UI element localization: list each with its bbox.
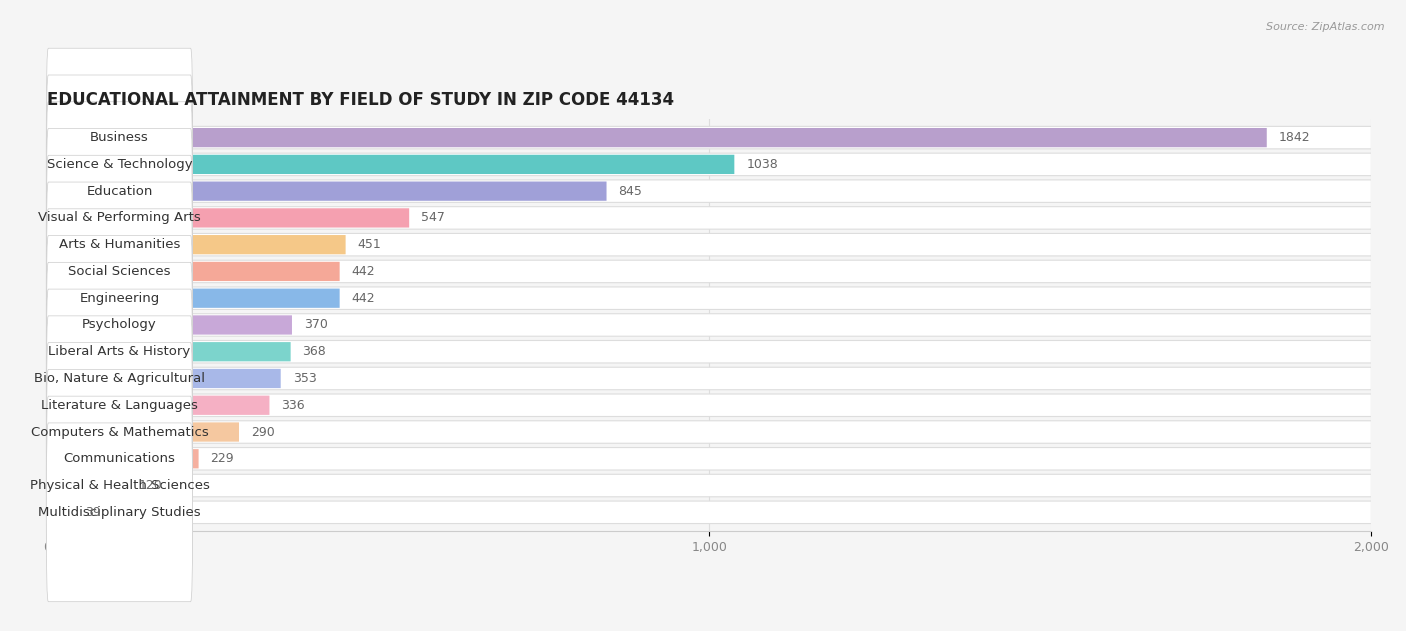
FancyBboxPatch shape — [46, 262, 340, 281]
Text: Business: Business — [90, 131, 149, 144]
FancyBboxPatch shape — [46, 394, 1371, 416]
FancyBboxPatch shape — [46, 207, 1371, 229]
FancyBboxPatch shape — [46, 75, 193, 254]
Text: 442: 442 — [352, 292, 375, 305]
FancyBboxPatch shape — [46, 128, 1267, 147]
FancyBboxPatch shape — [46, 423, 193, 602]
Text: Literature & Languages: Literature & Languages — [41, 399, 198, 412]
Text: Psychology: Psychology — [82, 319, 157, 331]
FancyBboxPatch shape — [46, 48, 193, 227]
Text: Science & Technology: Science & Technology — [46, 158, 193, 171]
FancyBboxPatch shape — [46, 369, 281, 388]
Text: 336: 336 — [281, 399, 305, 412]
Text: 370: 370 — [304, 319, 328, 331]
Text: 442: 442 — [352, 265, 375, 278]
FancyBboxPatch shape — [46, 314, 1371, 336]
Text: Engineering: Engineering — [79, 292, 160, 305]
FancyBboxPatch shape — [46, 262, 193, 441]
Text: 120: 120 — [138, 479, 162, 492]
FancyBboxPatch shape — [46, 449, 198, 468]
FancyBboxPatch shape — [46, 155, 193, 334]
Text: 368: 368 — [302, 345, 326, 358]
FancyBboxPatch shape — [46, 155, 734, 174]
Text: 39: 39 — [84, 506, 100, 519]
FancyBboxPatch shape — [46, 341, 1371, 363]
Text: Communications: Communications — [63, 452, 176, 465]
FancyBboxPatch shape — [46, 102, 193, 281]
Text: 290: 290 — [250, 425, 274, 439]
Text: Arts & Humanities: Arts & Humanities — [59, 238, 180, 251]
Text: Education: Education — [86, 185, 153, 198]
Text: 547: 547 — [422, 211, 444, 225]
FancyBboxPatch shape — [46, 129, 193, 307]
Text: 1842: 1842 — [1278, 131, 1310, 144]
FancyBboxPatch shape — [46, 233, 1371, 256]
Text: Physical & Health Sciences: Physical & Health Sciences — [30, 479, 209, 492]
FancyBboxPatch shape — [46, 209, 193, 387]
Text: 451: 451 — [357, 238, 381, 251]
FancyBboxPatch shape — [46, 182, 606, 201]
FancyBboxPatch shape — [46, 287, 1371, 309]
FancyBboxPatch shape — [46, 342, 291, 362]
Text: Source: ZipAtlas.com: Source: ZipAtlas.com — [1267, 22, 1385, 32]
FancyBboxPatch shape — [46, 396, 193, 575]
FancyBboxPatch shape — [46, 396, 270, 415]
FancyBboxPatch shape — [46, 316, 193, 495]
Text: Visual & Performing Arts: Visual & Performing Arts — [38, 211, 201, 225]
FancyBboxPatch shape — [46, 260, 1371, 283]
Text: Liberal Arts & History: Liberal Arts & History — [48, 345, 191, 358]
Text: 1038: 1038 — [747, 158, 778, 171]
FancyBboxPatch shape — [46, 153, 1371, 175]
Text: Bio, Nature & Agricultural: Bio, Nature & Agricultural — [34, 372, 205, 385]
FancyBboxPatch shape — [46, 289, 193, 468]
FancyBboxPatch shape — [46, 208, 409, 228]
FancyBboxPatch shape — [46, 316, 292, 334]
FancyBboxPatch shape — [46, 475, 1371, 497]
FancyBboxPatch shape — [46, 421, 1371, 443]
FancyBboxPatch shape — [46, 367, 1371, 390]
FancyBboxPatch shape — [46, 447, 1371, 470]
Text: EDUCATIONAL ATTAINMENT BY FIELD OF STUDY IN ZIP CODE 44134: EDUCATIONAL ATTAINMENT BY FIELD OF STUDY… — [46, 91, 673, 109]
FancyBboxPatch shape — [46, 369, 193, 548]
FancyBboxPatch shape — [46, 343, 193, 521]
Text: 353: 353 — [292, 372, 316, 385]
Text: Computers & Mathematics: Computers & Mathematics — [31, 425, 208, 439]
FancyBboxPatch shape — [46, 235, 193, 415]
Text: 229: 229 — [211, 452, 235, 465]
Text: Social Sciences: Social Sciences — [69, 265, 170, 278]
FancyBboxPatch shape — [46, 235, 346, 254]
FancyBboxPatch shape — [46, 422, 239, 442]
Text: Multidisciplinary Studies: Multidisciplinary Studies — [38, 506, 201, 519]
FancyBboxPatch shape — [46, 501, 1371, 524]
FancyBboxPatch shape — [46, 126, 1371, 149]
FancyBboxPatch shape — [46, 503, 73, 522]
FancyBboxPatch shape — [46, 288, 340, 308]
FancyBboxPatch shape — [46, 182, 193, 361]
FancyBboxPatch shape — [46, 476, 127, 495]
Text: 845: 845 — [619, 185, 643, 198]
FancyBboxPatch shape — [46, 180, 1371, 203]
